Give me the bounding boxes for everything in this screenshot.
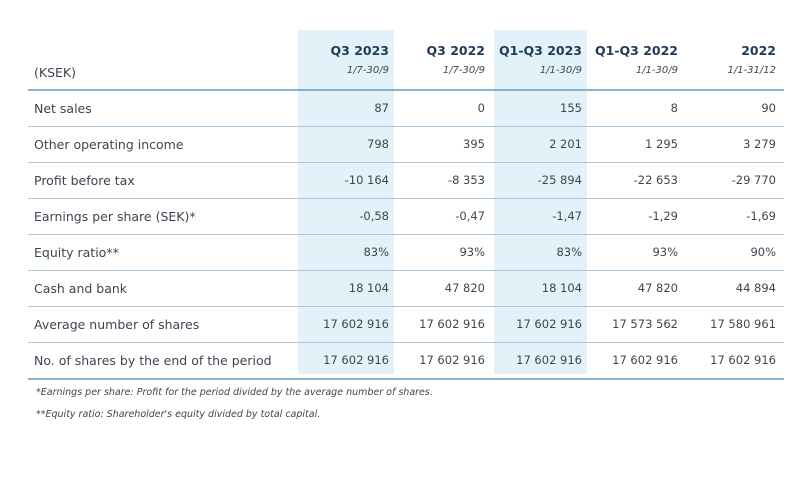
table-cell: -0,58: [359, 209, 389, 223]
table-cell: 17 602 916: [323, 317, 389, 331]
column-dates: 1/1-30/9: [539, 65, 582, 76]
table-cell: -10 164: [344, 173, 389, 187]
column-period: Q3 2022: [426, 43, 485, 58]
table-cell: 90%: [750, 245, 776, 259]
table-cell: 155: [560, 101, 582, 115]
table-cell: 0: [477, 101, 485, 115]
row-label: Profit before tax: [34, 173, 135, 188]
table-cell: 47 820: [637, 281, 678, 295]
column-dates: 1/7-30/9: [442, 65, 485, 76]
row-label: Equity ratio**: [34, 245, 119, 260]
column-period: 2022: [741, 43, 776, 58]
table-row: No. of shares by the end of the period 1…: [28, 343, 784, 380]
table-cell: -29 770: [731, 173, 776, 187]
table-cell: 17 602 916: [612, 353, 678, 367]
table-cell: 17 602 916: [516, 317, 582, 331]
column-period: Q1-Q3 2022: [595, 43, 678, 58]
highlight-column-q3-2023: [298, 30, 394, 374]
highlight-column-q1-q3-2023: [494, 30, 587, 374]
table-cell: 17 580 961: [710, 317, 776, 331]
table-cell: 18 104: [348, 281, 389, 295]
table-cell: -25 894: [537, 173, 582, 187]
table-row: Earnings per share (SEK)* -0,58 -0,47 -1…: [28, 199, 784, 235]
table-cell: -0,47: [455, 209, 485, 223]
column-header: Q1-Q3 2023 1/1-30/9: [494, 30, 582, 89]
row-label: Other operating income: [34, 137, 184, 152]
footnote-eps: *Earnings per share: Profit for the peri…: [36, 387, 433, 398]
column-header: 2022 1/1-31/12: [683, 30, 776, 89]
row-label: Earnings per share (SEK)*: [34, 209, 196, 224]
table-cell: -8 353: [447, 173, 485, 187]
row-label: Average number of shares: [34, 317, 200, 332]
table-cell: 2 201: [549, 137, 582, 151]
table-cell: 17 602 916: [323, 353, 389, 367]
table-row: Profit before tax -10 164 -8 353 -25 894…: [28, 163, 784, 199]
table-row: Net sales 87 0 155 8 90: [28, 91, 784, 127]
column-period: Q1-Q3 2023: [499, 43, 582, 58]
row-label: No. of shares by the end of the period: [34, 353, 272, 368]
table-cell: -1,69: [746, 209, 776, 223]
column-header: Q3 2022 1/7-30/9: [394, 30, 485, 89]
table-header: (KSEK) Q3 2023 1/7-30/9 Q3 2022 1/7-30/9…: [28, 30, 784, 91]
table-cell: 17 602 916: [419, 353, 485, 367]
row-label: Cash and bank: [34, 281, 128, 296]
footnote-equity-ratio: **Equity ratio: Shareholder's equity div…: [36, 409, 321, 420]
table-cell: -1,29: [648, 209, 678, 223]
table-cell: 83%: [556, 245, 582, 259]
row-label: Net sales: [34, 101, 92, 116]
table-cell: 395: [463, 137, 485, 151]
unit-label: (KSEK): [34, 65, 76, 80]
table-row: Equity ratio** 83% 93% 83% 93% 90%: [28, 235, 784, 271]
table-cell: -22 653: [633, 173, 678, 187]
table-cell: 18 104: [541, 281, 582, 295]
column-header: Q3 2023 1/7-30/9: [298, 30, 389, 89]
table-cell: 17 602 916: [419, 317, 485, 331]
table-cell: 798: [367, 137, 389, 151]
table-cell: 17 602 916: [516, 353, 582, 367]
table-cell: 17 602 916: [710, 353, 776, 367]
table-row: Cash and bank 18 104 47 820 18 104 47 82…: [28, 271, 784, 307]
table-cell: 17 573 562: [612, 317, 678, 331]
table-cell: 47 820: [444, 281, 485, 295]
table-row: Other operating income 798 395 2 201 1 2…: [28, 127, 784, 163]
table-cell: 8: [670, 101, 678, 115]
table-cell: 93%: [459, 245, 485, 259]
column-dates: 1/1-30/9: [635, 65, 678, 76]
footnotes: *Earnings per share: Profit for the peri…: [36, 384, 433, 428]
table-cell: 87: [374, 101, 389, 115]
table-cell: 44 894: [735, 281, 776, 295]
table-cell: 3 279: [743, 137, 776, 151]
table-cell: 83%: [363, 245, 389, 259]
table-cell: 90: [761, 101, 776, 115]
table-cell: 93%: [652, 245, 678, 259]
column-dates: 1/7-30/9: [346, 65, 389, 76]
column-header: Q1-Q3 2022 1/1-30/9: [587, 30, 678, 89]
column-period: Q3 2023: [330, 43, 389, 58]
column-dates: 1/1-31/12: [727, 65, 776, 76]
table-cell: -1,47: [552, 209, 582, 223]
table-cell: 1 295: [645, 137, 678, 151]
table-row: Average number of shares 17 602 916 17 6…: [28, 307, 784, 343]
